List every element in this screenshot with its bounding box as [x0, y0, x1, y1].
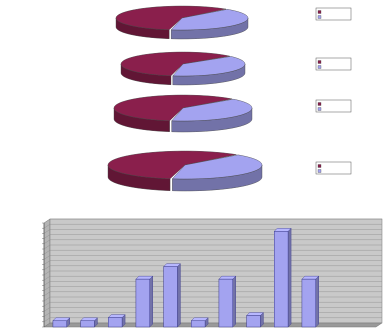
- pie-4-legend: [315, 161, 352, 175]
- bar-3: [107, 314, 126, 328]
- legend-swatch: [317, 65, 322, 69]
- gridlines: [43, 218, 382, 328]
- gridline-wall: [43, 239, 51, 244]
- gridline-wall: [43, 229, 51, 234]
- pie-charts: [107, 5, 352, 192]
- bar-top: [246, 312, 264, 316]
- bar-top: [107, 314, 126, 318]
- pie-chart-4: [107, 150, 352, 192]
- pie-4-slice-2: [171, 154, 263, 180]
- pie-4-slice-1: [107, 150, 237, 179]
- y-tick-labels: [42, 222, 44, 328]
- bar-chart: [42, 218, 383, 328]
- legend-swatch: [317, 107, 322, 111]
- bar-side: [177, 263, 181, 328]
- gridline-wall: [43, 270, 51, 276]
- bar-side: [149, 275, 153, 328]
- bar-front: [80, 320, 95, 328]
- bar-5: [163, 263, 181, 328]
- pie-1-slice-2: [170, 9, 249, 31]
- gridline-wall: [43, 317, 51, 322]
- bar-front: [108, 317, 123, 328]
- bar-side: [287, 227, 292, 328]
- bar-top: [218, 275, 237, 280]
- gridline-wall: [43, 296, 51, 302]
- bar-front: [52, 320, 68, 328]
- bar-7: [218, 275, 237, 328]
- bar-top: [135, 275, 154, 280]
- bar-9: [273, 227, 292, 328]
- bar-8: [246, 312, 264, 328]
- bar-6: [190, 317, 209, 328]
- gridline-wall: [43, 276, 51, 281]
- pie-2-slice-1: [120, 51, 230, 76]
- pie-2-slice-2: [172, 56, 246, 77]
- bar-front: [301, 278, 316, 328]
- bar-front: [274, 231, 289, 328]
- bars: [52, 227, 320, 328]
- gridline-wall: [43, 281, 51, 286]
- bar-front: [191, 320, 206, 328]
- bar-front: [163, 266, 178, 328]
- gridline-wall: [43, 307, 51, 312]
- gridline-wall: [43, 234, 51, 239]
- bar-side: [315, 275, 319, 328]
- gridline-wall: [43, 244, 51, 250]
- gridline-wall: [43, 218, 51, 224]
- pie-chart-3: [113, 94, 352, 133]
- pie-chart-1: [115, 5, 352, 40]
- gridline-wall: [43, 260, 51, 265]
- gridline-wall: [43, 291, 51, 296]
- pie-chart-2: [120, 51, 352, 86]
- bar-front: [135, 278, 151, 328]
- gridline-wall: [43, 302, 51, 307]
- bar-front: [246, 315, 261, 328]
- gridline-wall: [43, 224, 51, 229]
- bar-10: [301, 275, 320, 328]
- pie-2-legend: [315, 57, 352, 71]
- bar-top: [163, 263, 181, 267]
- gridline-wall: [43, 286, 51, 291]
- gridline-wall: [43, 250, 51, 255]
- legend-swatch: [317, 60, 322, 64]
- bar-side: [232, 275, 236, 328]
- legend-swatch: [317, 164, 322, 168]
- pie-3-slice-1: [113, 94, 233, 121]
- bar-1: [52, 317, 71, 328]
- gridline-wall: [43, 255, 51, 260]
- bar-front: [218, 278, 234, 328]
- pie-1-slice-1: [115, 5, 227, 30]
- bar-4: [135, 275, 154, 328]
- bar-2: [80, 317, 98, 328]
- pie-3-legend: [315, 99, 352, 113]
- gridline-wall: [43, 312, 51, 317]
- bar-top: [190, 317, 209, 321]
- legend-box: [315, 7, 352, 21]
- pie-3-slice-2: [171, 98, 253, 122]
- legend-swatch: [317, 102, 322, 106]
- legend-swatch: [317, 10, 322, 14]
- legend-swatch: [317, 15, 322, 19]
- legend-swatch: [317, 169, 322, 173]
- gridline-wall: [43, 265, 51, 270]
- bar-top: [273, 228, 292, 232]
- bar-top: [52, 317, 71, 321]
- legend-box: [315, 99, 352, 113]
- bar-top: [80, 317, 98, 321]
- pie-1-legend: [315, 7, 352, 21]
- bar-top: [301, 275, 320, 280]
- legend-box: [315, 161, 352, 175]
- legend-box: [315, 57, 352, 71]
- gridline-wall: [43, 322, 51, 328]
